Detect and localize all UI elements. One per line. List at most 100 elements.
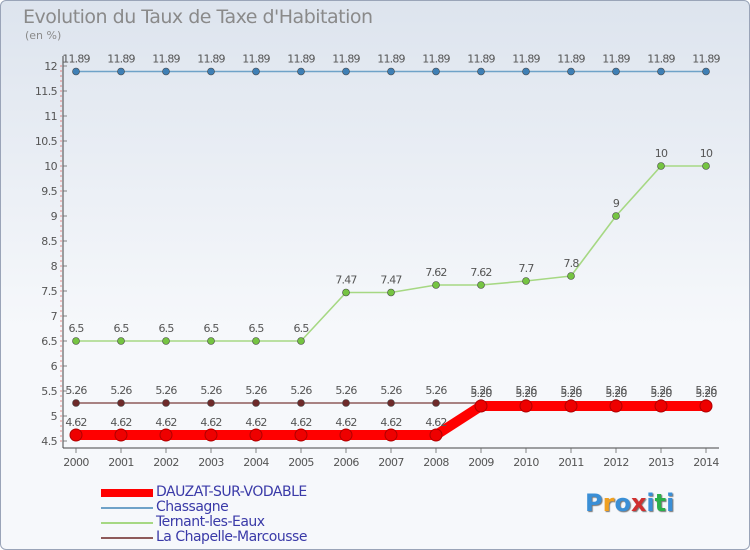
ternant-les-eaux-data-label: 6.5 bbox=[68, 322, 84, 335]
la-chapelle-marcousse-point bbox=[297, 399, 305, 407]
chassagne-point bbox=[207, 67, 215, 76]
ternant-les-eaux-point bbox=[162, 337, 170, 345]
y-tick-label: 10.5 bbox=[35, 135, 58, 148]
chassagne-data-label: 11.89 bbox=[287, 53, 315, 66]
x-tick-label: 2013 bbox=[648, 456, 674, 469]
la-chapelle-marcousse-point bbox=[72, 399, 80, 407]
la-chapelle-marcousse-point bbox=[432, 399, 440, 407]
dauzat-sur-vodable-point bbox=[249, 428, 263, 442]
x-tick-label: 2005 bbox=[288, 456, 314, 469]
chassagne-data-label: 11.89 bbox=[602, 53, 630, 66]
x-tick-label: 2014 bbox=[693, 456, 719, 469]
dauzat-sur-vodable-data-label: 4.62 bbox=[380, 416, 401, 429]
chassagne-point bbox=[297, 67, 305, 76]
dauzat-sur-vodable-point bbox=[429, 428, 443, 442]
ternant-les-eaux-point bbox=[477, 281, 485, 289]
y-tick-label: 5 bbox=[51, 410, 58, 423]
dauzat-sur-vodable-point bbox=[159, 428, 173, 442]
x-tick-label: 2007 bbox=[378, 456, 404, 469]
legend-label: Ternant-les-Eaux bbox=[156, 514, 265, 530]
y-tick-label: 10 bbox=[44, 160, 57, 173]
dauzat-sur-vodable-data-label: 5.20 bbox=[470, 387, 492, 400]
y-tick-label: 12 bbox=[44, 60, 57, 73]
ternant-les-eaux-point bbox=[117, 337, 125, 345]
dauzat-sur-vodable-point bbox=[69, 428, 83, 442]
dauzat-sur-vodable-data-label: 4.62 bbox=[110, 416, 131, 429]
chassagne-data-label: 11.89 bbox=[422, 53, 450, 66]
dauzat-sur-vodable-point bbox=[384, 428, 398, 442]
dauzat-sur-vodable-data-label: 4.62 bbox=[200, 416, 221, 429]
dauzat-sur-vodable-point bbox=[474, 399, 488, 413]
chassagne-point bbox=[657, 67, 665, 76]
la-chapelle-marcousse-data-label: 5.26 bbox=[605, 384, 627, 397]
dauzat-sur-vodable-point bbox=[519, 399, 533, 413]
chassagne-point bbox=[117, 67, 125, 76]
la-chapelle-marcousse-data-label: 5.26 bbox=[245, 384, 267, 397]
chassagne-data-label: 11.89 bbox=[332, 53, 360, 66]
dauzat-sur-vodable-data-label: 5.20 bbox=[605, 387, 627, 400]
chassagne-data-label: 11.89 bbox=[62, 53, 90, 66]
ternant-les-eaux-data-label: 6.5 bbox=[203, 322, 219, 335]
ternant-les-eaux-point bbox=[72, 337, 80, 345]
x-tick-label: 2006 bbox=[333, 456, 359, 469]
ternant-les-eaux-point bbox=[567, 272, 575, 280]
chassagne-point bbox=[162, 67, 170, 76]
ternant-les-eaux-data-label: 7.8 bbox=[563, 257, 579, 270]
la-chapelle-marcousse-point bbox=[207, 399, 215, 407]
la-chapelle-marcousse-data-label: 5.26 bbox=[110, 384, 132, 397]
dauzat-sur-vodable-data-label: 4.62 bbox=[245, 416, 266, 429]
la-chapelle-marcousse-data-label: 5.26 bbox=[650, 384, 672, 397]
chassagne-data-label: 11.89 bbox=[557, 53, 585, 66]
y-tick-label: 11.5 bbox=[35, 85, 58, 98]
chassagne-point bbox=[567, 67, 575, 76]
la-chapelle-marcousse-point bbox=[342, 399, 350, 407]
ternant-les-eaux-data-label: 7.62 bbox=[425, 266, 446, 279]
x-tick-label: 2004 bbox=[243, 456, 269, 469]
dauzat-sur-vodable-point bbox=[654, 399, 668, 413]
chassagne-data-label: 11.89 bbox=[242, 53, 270, 66]
x-tick-label: 2002 bbox=[153, 456, 179, 469]
ternant-les-eaux-data-label: 7.62 bbox=[470, 266, 491, 279]
y-tick-label: 8 bbox=[51, 260, 58, 273]
la-chapelle-marcousse-data-label: 5.26 bbox=[380, 384, 402, 397]
logo-letter: r bbox=[602, 489, 615, 517]
chassagne-data-label: 11.89 bbox=[152, 53, 180, 66]
chassagne-data-label: 11.89 bbox=[512, 53, 540, 66]
y-tick-label: 7.5 bbox=[41, 285, 57, 298]
y-tick-label: 5.5 bbox=[41, 385, 57, 398]
chassagne-data-label: 11.89 bbox=[692, 53, 720, 66]
legend-label: La Chapelle-Marcousse bbox=[156, 529, 307, 545]
ternant-les-eaux-data-label: 9 bbox=[613, 197, 620, 210]
ternant-les-eaux-point bbox=[657, 162, 665, 170]
legend-label: Chassagne bbox=[156, 499, 229, 515]
x-tick-label: 2001 bbox=[108, 456, 134, 469]
ternant-les-eaux-point bbox=[342, 288, 350, 297]
la-chapelle-marcousse-data-label: 5.26 bbox=[155, 384, 177, 397]
dauzat-sur-vodable-data-label: 5.20 bbox=[515, 387, 537, 400]
ternant-les-eaux-data-label: 6.5 bbox=[113, 322, 129, 335]
chassagne-point bbox=[342, 67, 350, 76]
logo-letter: o bbox=[614, 489, 631, 517]
ternant-les-eaux-data-label: 6.5 bbox=[293, 322, 309, 335]
ternant-les-eaux-data-label: 10 bbox=[655, 147, 668, 160]
dauzat-sur-vodable-data-label: 4.62 bbox=[65, 416, 86, 429]
dauzat-sur-vodable-point bbox=[564, 399, 578, 413]
ternant-les-eaux-point bbox=[702, 162, 710, 170]
legend-label: DAUZAT-SUR-VODABLE bbox=[156, 484, 307, 500]
dauzat-sur-vodable-point bbox=[609, 399, 623, 413]
logo-letter: i bbox=[646, 489, 655, 517]
logo-letter: P bbox=[585, 489, 603, 517]
dauzat-sur-vodable-point bbox=[204, 428, 218, 442]
x-tick-label: 2000 bbox=[63, 456, 89, 469]
dauzat-sur-vodable-data-label: 5.20 bbox=[560, 387, 582, 400]
la-chapelle-marcousse-data-label: 5.26 bbox=[515, 384, 537, 397]
y-tick-label: 11 bbox=[44, 110, 57, 123]
la-chapelle-marcousse-data-label: 5.26 bbox=[695, 384, 717, 397]
ternant-les-eaux-point bbox=[387, 288, 395, 297]
ternant-les-eaux-point bbox=[297, 337, 305, 345]
la-chapelle-marcousse-data-label: 5.26 bbox=[560, 384, 582, 397]
legend-swatch bbox=[101, 537, 153, 539]
ternant-les-eaux-data-label: 7.7 bbox=[518, 262, 534, 275]
legend-swatch bbox=[101, 489, 153, 497]
chassagne-data-label: 11.89 bbox=[197, 53, 225, 66]
